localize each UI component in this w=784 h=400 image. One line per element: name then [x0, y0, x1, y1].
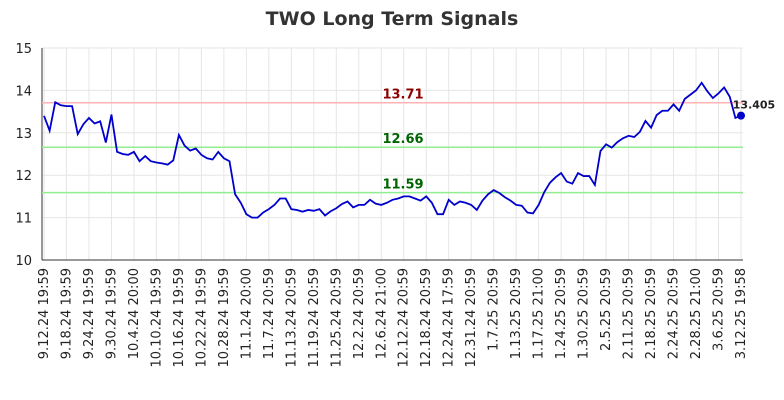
x-tick-label: 12.6.24 21:00: [374, 268, 389, 359]
x-tick-label: 2.18.25 20:59: [644, 268, 659, 359]
y-tick-label: 13: [15, 127, 32, 142]
y-tick-label: 10: [15, 254, 32, 269]
x-tick-label: 2.5.25 20:59: [599, 268, 614, 351]
x-tick-label: 9.12.24 19:59: [37, 268, 52, 359]
x-tick-label: 11.19.24 20:59: [307, 268, 322, 368]
x-tick-label: 1.7.25 20:59: [487, 268, 502, 351]
x-tick-label: 10.4.24 20:00: [127, 268, 142, 359]
x-tick-label: 3.12.25 19:58: [734, 268, 749, 359]
last-value-label: 13.405: [733, 99, 775, 112]
signal-label: 12.66: [382, 132, 423, 147]
x-tick-label: 10.16.24 19:59: [172, 268, 187, 368]
x-tick-label: 1.17.25 21:00: [532, 268, 547, 359]
x-tick-label: 3.6.25 20:59: [712, 268, 727, 351]
x-tick-label: 10.10.24 19:59: [149, 268, 164, 368]
signal-label: 11.59: [382, 178, 423, 193]
x-tick-label: 12.18.24 20:59: [419, 268, 434, 368]
x-tick-label: 2.11.25 20:59: [622, 268, 637, 359]
chart-title: TWO Long Term Signals: [266, 8, 519, 30]
x-tick-label: 12.31.24 20:59: [464, 268, 479, 368]
x-tick-label: 11.1.24 20:00: [239, 268, 254, 359]
x-tick-label: 12.24.24 17:59: [442, 268, 457, 368]
x-tick-label: 11.25.24 20:59: [329, 268, 344, 368]
price-line: [43, 81, 742, 219]
x-tick-label: 1.30.25 20:59: [577, 268, 592, 359]
y-tick-label: 11: [15, 212, 32, 227]
x-tick-label: 1.13.25 20:59: [509, 268, 524, 359]
x-tick-label: 10.28.24 19:59: [217, 268, 232, 368]
x-tick-label: 11.7.24 20:59: [262, 268, 277, 359]
x-tick-label: 12.2.24 20:59: [352, 268, 367, 359]
x-tick-label: 9.24.24 19:59: [82, 268, 97, 359]
y-tick-label: 15: [15, 42, 32, 57]
x-tick-label: 9.18.24 19:59: [59, 268, 74, 359]
y-tick-label: 14: [15, 84, 32, 99]
x-tick-label: 2.28.25 21:00: [689, 268, 704, 359]
x-tick-label: 1.24.25 20:59: [554, 268, 569, 359]
x-tick-label: 11.13.24 20:59: [284, 268, 299, 368]
last-point: [737, 111, 745, 120]
x-tick-label: 12.12.24 20:59: [397, 268, 412, 368]
signal-label: 13.71: [382, 88, 423, 103]
x-tick-label: 10.22.24 19:59: [194, 268, 209, 368]
x-tick-label: 9.30.24 19:59: [104, 268, 119, 359]
x-tick-label: 2.24.25 20:59: [667, 268, 682, 359]
y-tick-label: 12: [15, 169, 32, 184]
